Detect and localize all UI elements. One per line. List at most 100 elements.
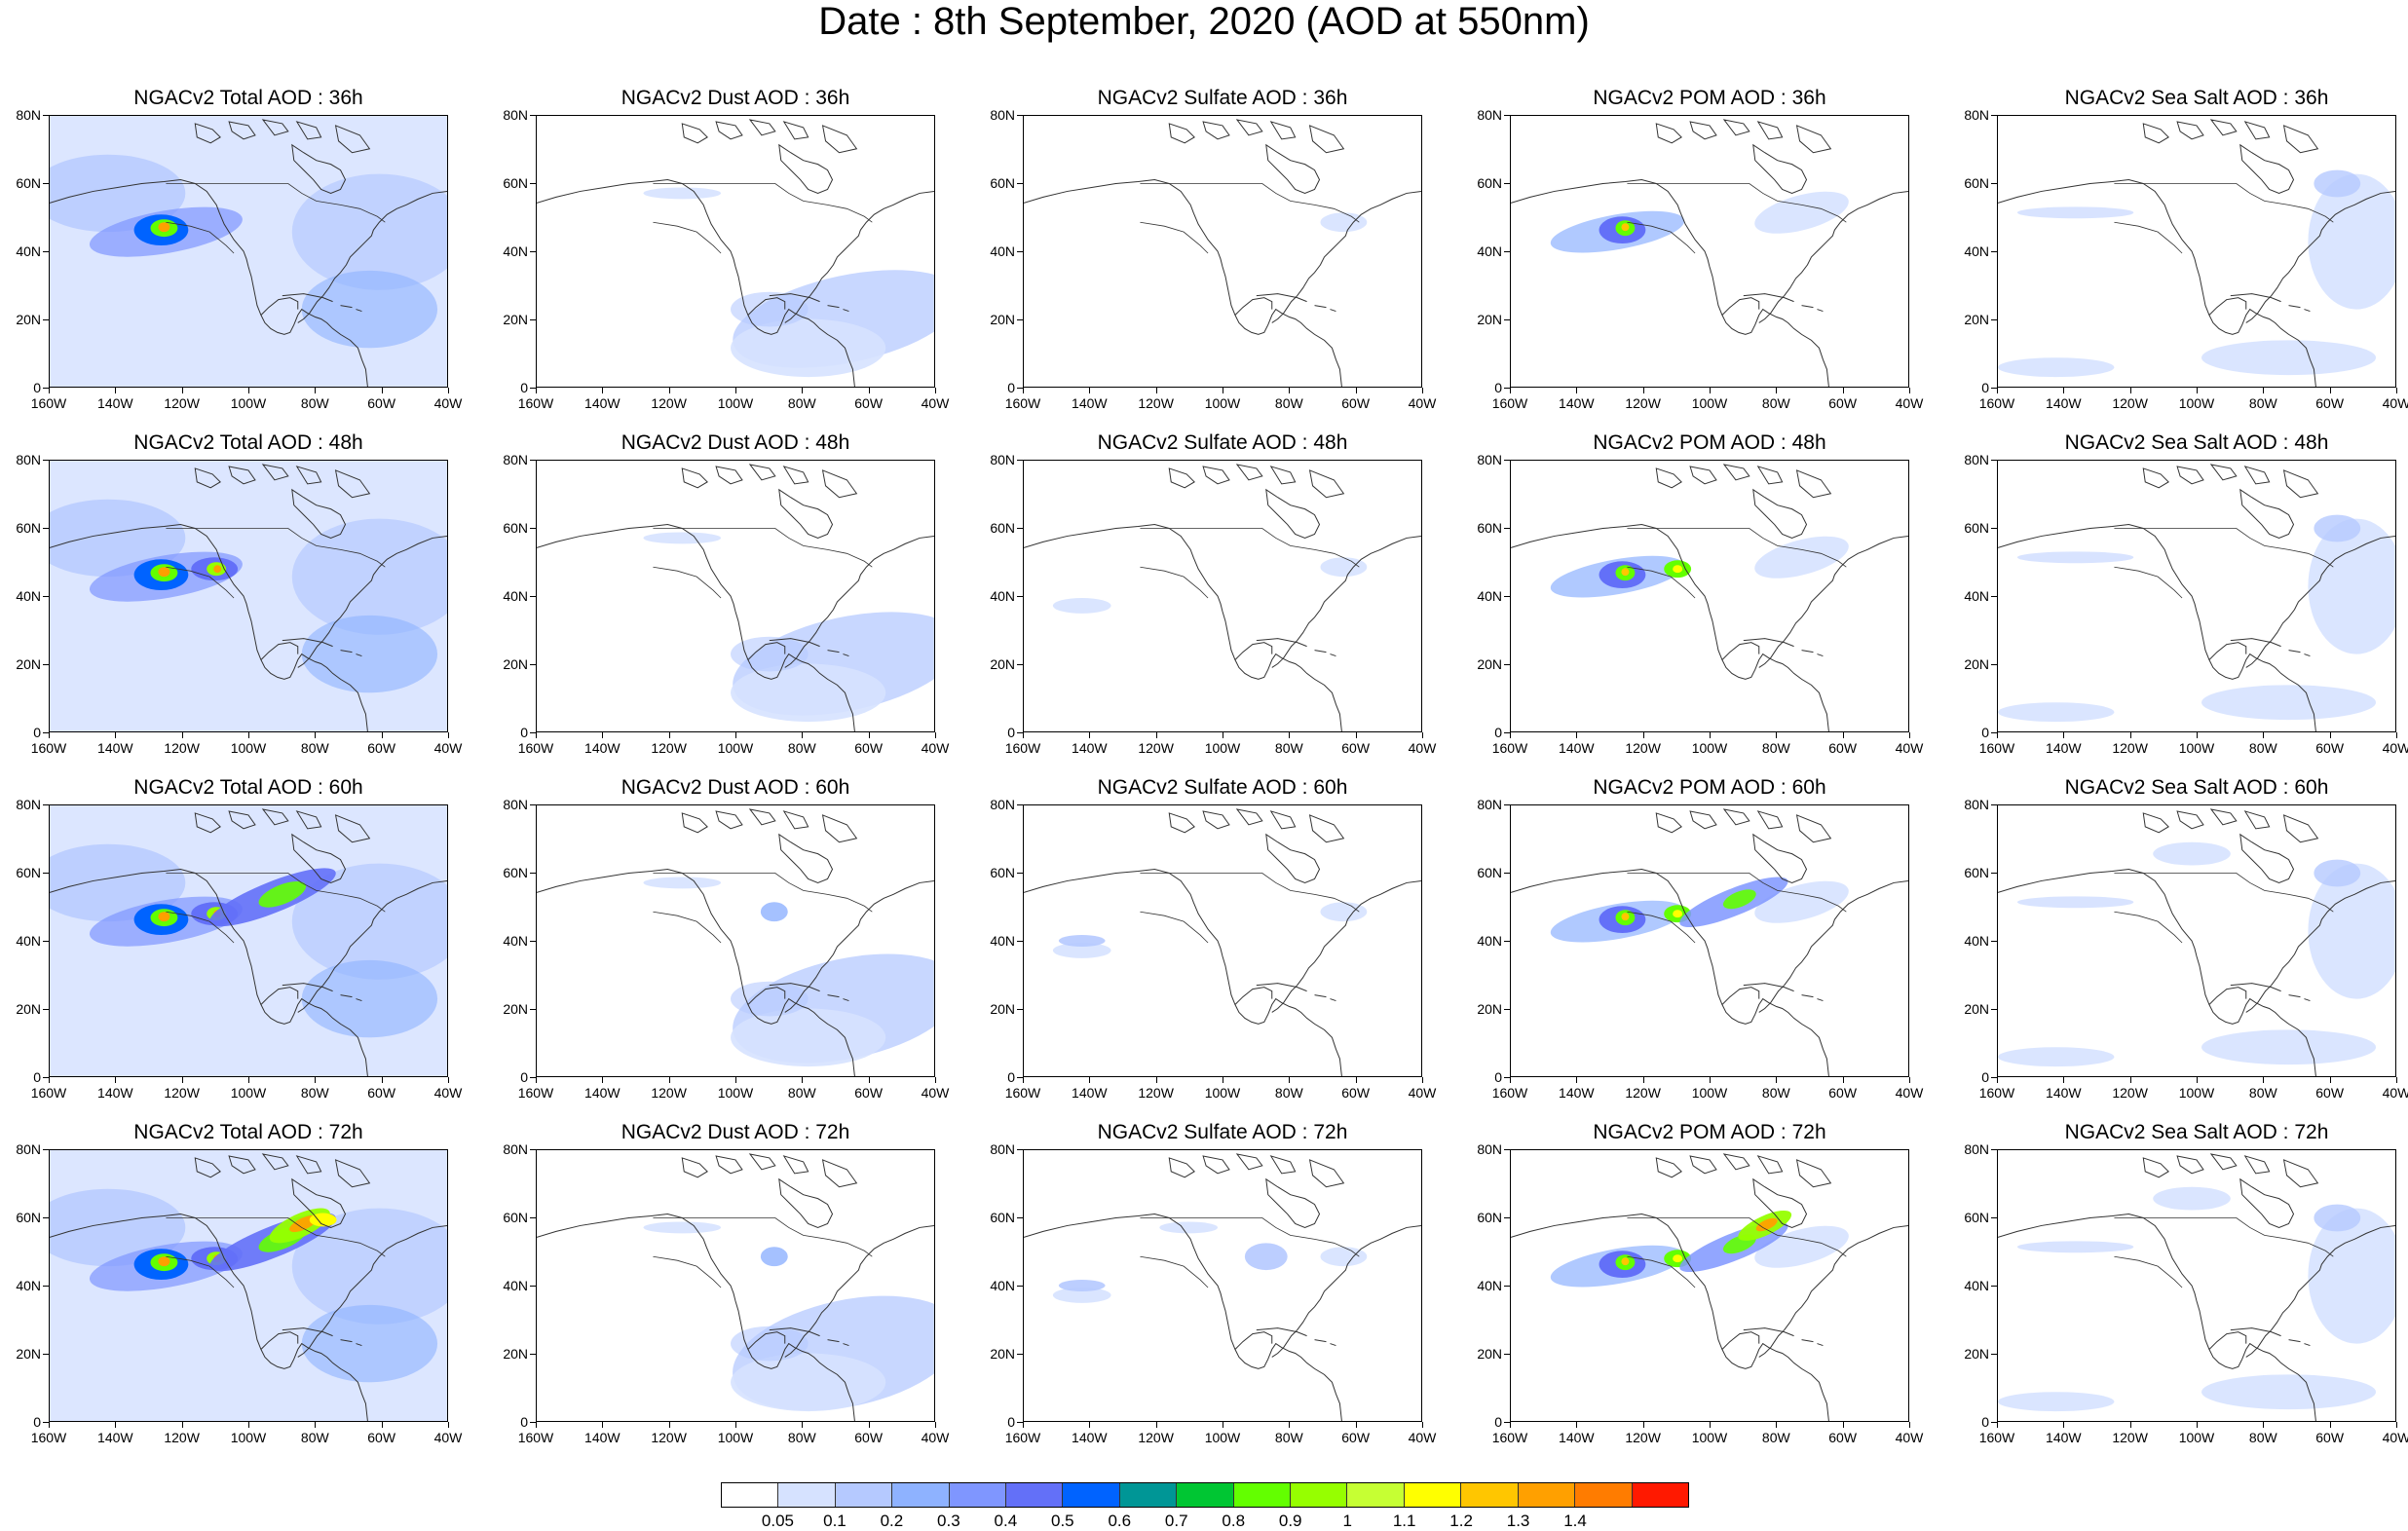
- colorbar-label: 1.4: [1563, 1512, 1587, 1530]
- x-tick-mark: [115, 1422, 117, 1428]
- y-tick-mark: [530, 941, 536, 942]
- y-tick-label: 40N: [16, 933, 41, 949]
- x-tick-mark: [1289, 732, 1291, 738]
- coastline-segment: [2114, 911, 2183, 944]
- x-tick-label: 60W: [854, 395, 884, 411]
- x-tick-label: 60W: [1828, 1430, 1858, 1445]
- x-tick-mark: [602, 732, 604, 738]
- coastline-segment: [1140, 873, 1360, 913]
- coastline-segment: [1721, 297, 1760, 316]
- x-tick-mark: [1576, 1077, 1578, 1083]
- y-tick-label: 80N: [503, 452, 528, 467]
- aod-field-map: [1998, 464, 2395, 731]
- y-tick-label: 60N: [1964, 520, 1989, 536]
- coastline-segment: [653, 528, 873, 568]
- colorbar-swatch: [1233, 1483, 1292, 1507]
- x-tick-label: 40W: [433, 395, 463, 411]
- y-tick-mark: [1504, 1354, 1510, 1355]
- x-tick-label: 40W: [433, 1085, 463, 1101]
- coastline-segment: [1655, 808, 1832, 843]
- x-tick-label: 60W: [854, 1430, 884, 1445]
- y-tick-mark: [1017, 1149, 1023, 1150]
- coastline-segment: [291, 1177, 347, 1228]
- colorbar-label: 1.3: [1506, 1512, 1530, 1530]
- x-tick-label: 140W: [97, 740, 133, 756]
- y-tick-label: 80N: [1477, 1141, 1502, 1157]
- y-tick-mark: [43, 388, 49, 389]
- coastline-segment: [653, 566, 722, 599]
- x-tick-label: 120W: [1138, 1085, 1174, 1101]
- x-tick-label: 120W: [651, 395, 687, 411]
- x-tick-label: 40W: [921, 740, 950, 756]
- y-tick-mark: [43, 873, 49, 874]
- aod-field-map: [537, 808, 934, 1076]
- y-tick-mark: [1504, 1422, 1510, 1423]
- x-tick-label: 40W: [2382, 395, 2408, 411]
- x-tick-label: 160W: [1491, 1430, 1528, 1445]
- y-tick-mark: [1504, 388, 1510, 389]
- panel-title: NGACv2 Total AOD : 48h: [133, 431, 363, 454]
- coastline-segment: [297, 535, 447, 668]
- y-tick-label: 40N: [1964, 243, 1989, 259]
- x-tick-label: 100W: [1691, 395, 1728, 411]
- coastline-segment: [2239, 488, 2295, 539]
- y-tick-label: 0: [1007, 1069, 1015, 1085]
- x-tick-mark: [315, 732, 317, 738]
- coastline-segment: [1743, 638, 1824, 657]
- coastline-segment: [1998, 179, 2316, 387]
- y-tick-mark: [1017, 251, 1023, 252]
- x-tick-label: 100W: [1691, 1085, 1728, 1101]
- x-tick-mark: [2396, 1422, 2397, 1428]
- x-tick-label: 120W: [2112, 395, 2148, 411]
- y-tick-mark: [1504, 1149, 1510, 1150]
- y-tick-label: 0: [520, 1414, 528, 1430]
- y-tick-mark: [43, 183, 49, 184]
- x-tick-label: 100W: [717, 1430, 754, 1445]
- y-tick-label: 0: [1494, 725, 1502, 740]
- y-tick-mark: [530, 251, 536, 252]
- coastline-segment: [1655, 1153, 1832, 1188]
- y-tick-mark: [1017, 596, 1023, 597]
- y-tick-mark: [1504, 460, 1510, 461]
- panel-title: NGACv2 Sulfate AOD : 36h: [1097, 87, 1348, 109]
- y-tick-label: 80N: [503, 797, 528, 812]
- coastline-segment: [282, 638, 362, 657]
- coastline-segment: [166, 183, 386, 223]
- x-tick-label: 120W: [2112, 1430, 2148, 1445]
- map-panel: NGACv2 Dust AOD : 36h 80N 60N 40N 20N 0 160W 14…: [487, 86, 949, 429]
- y-tick-label: 80N: [1964, 107, 1989, 123]
- y-tick-mark: [530, 1009, 536, 1010]
- y-tick-label: 40N: [503, 588, 528, 604]
- map-panel: NGACv2 POM AOD : 36h 80N 60N 40N 20N 0 160W 140…: [1461, 86, 1923, 429]
- aod-field-map: [50, 1150, 447, 1421]
- x-tick-mark: [2063, 1077, 2065, 1083]
- x-tick-label: 100W: [1691, 1430, 1728, 1445]
- y-tick-mark: [1504, 941, 1510, 942]
- x-tick-mark: [381, 1077, 383, 1083]
- x-tick-label: 140W: [2046, 1085, 2082, 1101]
- y-tick-label: 0: [520, 725, 528, 740]
- y-tick-label: 20N: [1964, 312, 1989, 327]
- y-tick-label: 60N: [990, 865, 1015, 880]
- x-tick-label: 140W: [1072, 1085, 1108, 1101]
- coastline-segment: [681, 464, 858, 499]
- y-tick-mark: [1991, 804, 1997, 805]
- aod-field-map: [1024, 1153, 1421, 1421]
- coastline-segment: [2142, 808, 2319, 843]
- coastline-segment: [1265, 488, 1321, 539]
- x-tick-mark: [1710, 1077, 1711, 1083]
- x-tick-mark: [1510, 388, 1511, 393]
- aod-shading: [1052, 902, 1368, 958]
- x-tick-label: 60W: [367, 1430, 396, 1445]
- x-tick-label: 120W: [651, 740, 687, 756]
- x-tick-mark: [381, 1422, 383, 1428]
- aod-field-map: [537, 1153, 934, 1421]
- x-tick-label: 100W: [717, 1085, 754, 1101]
- x-tick-mark: [2197, 1422, 2198, 1428]
- coastline-segment: [2114, 873, 2334, 913]
- x-tick-mark: [2197, 1077, 2198, 1083]
- x-tick-mark: [1023, 1077, 1024, 1083]
- map-frame: [536, 1149, 935, 1422]
- x-tick-mark: [248, 1077, 249, 1083]
- colorbar-swatch: [1518, 1483, 1576, 1507]
